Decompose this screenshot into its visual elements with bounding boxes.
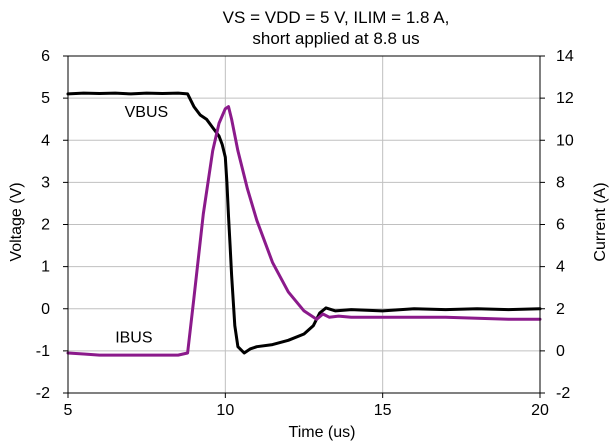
series-label-ibus: IBUS [115,329,152,346]
y2-tick-label: 14 [556,48,574,65]
y2-tick-label: 4 [556,259,565,276]
x-tick-label: 5 [64,402,73,419]
y-tick-label: 5 [41,90,50,107]
y-tick-label: 0 [41,301,50,318]
y2-tick-label: 0 [556,343,565,360]
y-tick-label: -1 [36,343,50,360]
y-tick-label: 6 [41,48,50,65]
chart-title-line-1: VS = VDD = 5 V, ILIM = 1.8 A, [223,8,450,27]
y-tick-label: 4 [41,132,50,149]
y2-tick-label: -2 [556,385,570,402]
series-line-ibus [66,105,542,357]
x-tick-label: 10 [216,402,234,419]
x-tick-label: 20 [531,402,549,419]
y-tick-label: 3 [41,174,50,191]
y2-tick-label: 12 [556,90,574,107]
y-tick-label: 2 [41,217,50,234]
series-line-vbus [66,91,542,355]
y2-tick-label: 10 [556,132,574,149]
y-tick-label: -2 [36,385,50,402]
x-tick-label: 15 [374,402,392,419]
series-lines: VBUS IBUS [66,91,542,357]
grid-lines [68,56,540,393]
y-axis-label: Voltage (V) [8,182,25,261]
y2-axis-label: Current (A) [592,182,609,261]
x-axis-label: Time (us) [289,424,356,441]
chart-title-line-2: short applied at 8.8 us [252,29,419,48]
y-tick-label: 1 [41,259,50,276]
y2-tick-label: 8 [556,174,565,191]
series-label-vbus: VBUS [125,104,169,121]
y2-tick-label: 6 [556,217,565,234]
y2-tick-label: 2 [556,301,565,318]
